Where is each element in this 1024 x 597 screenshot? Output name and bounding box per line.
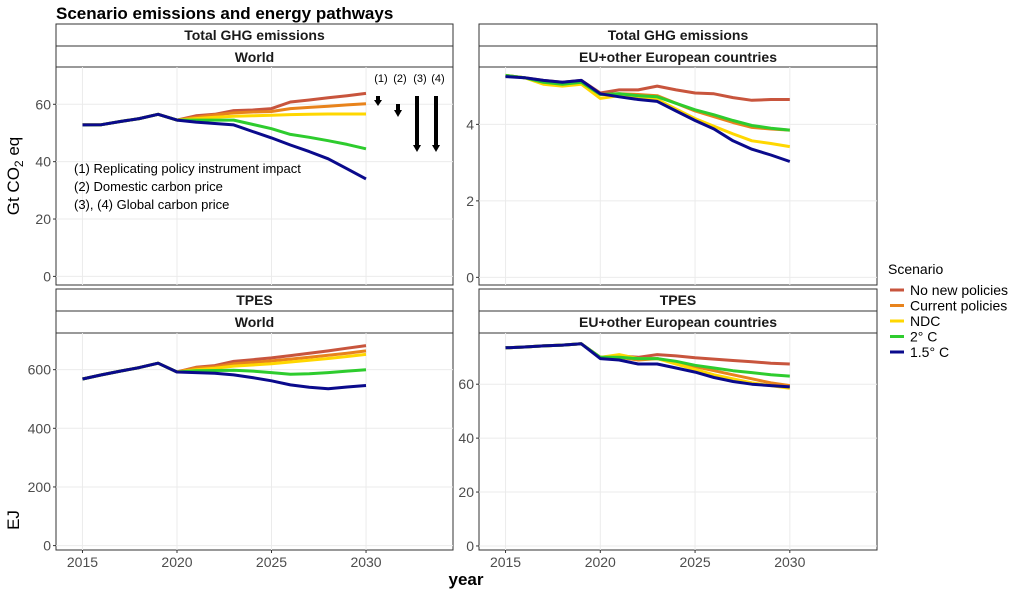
p1-series-1-5-c [82, 112, 367, 181]
x-axis-title: year [449, 570, 484, 589]
p3-ytick-label: 600 [28, 362, 52, 378]
marker-label-4: (4) [431, 73, 444, 85]
arrow-3 [413, 96, 421, 152]
annotation-line-1: (1) Replicating policy instrument impact [74, 161, 301, 176]
p3-series-1-5-c [82, 361, 367, 391]
annotation-line-3: (3), (4) Global carbon price [74, 197, 229, 212]
legend-label-1-5-c: 1.5° C [910, 344, 949, 360]
p2-strip-top-label: Total GHG emissions [608, 27, 749, 43]
arrow-2 [394, 104, 402, 117]
p3-xtick-label: 2030 [350, 554, 381, 570]
p2-panel [478, 66, 878, 286]
p2-ytick-label: 4 [466, 116, 474, 132]
p4-ytick-label: 20 [458, 484, 474, 500]
p2-ytick-label: 0 [466, 269, 474, 285]
marker-label-1: (1) [374, 73, 387, 85]
legend-title: Scenario [888, 261, 943, 277]
p3-ytick-label: 200 [28, 479, 52, 495]
arrow-4 [432, 96, 440, 152]
p1-strip-bottom-label: World [235, 49, 274, 65]
p2-series-ndc [505, 73, 791, 149]
p1-strip-top-label: Total GHG emissions [184, 27, 325, 43]
p1-ytick-label: 0 [43, 268, 51, 284]
p3-ytick-label: 0 [43, 538, 51, 554]
p2-series-1-5-c [505, 75, 791, 163]
legend-label-current-policies: Current policies [910, 298, 1007, 314]
p3-ytick-label: 400 [28, 420, 52, 436]
p2-series-2-c [505, 73, 790, 132]
p3-strip-top-label: TPES [236, 292, 273, 308]
p3-strip-bottom-label: World [235, 314, 274, 330]
marker-label-3: (3) [413, 73, 426, 85]
p4-xtick-label: 2015 [490, 554, 521, 570]
p4-xtick-label: 2025 [679, 554, 710, 570]
p3-xtick-label: 2025 [256, 554, 287, 570]
p4-strip-top-label: TPES [660, 292, 697, 308]
p4-series-1-5-c [505, 342, 790, 389]
legend-label-2-c: 2° C [910, 329, 937, 345]
p4-ytick-label: 60 [458, 376, 474, 392]
p4-strip-bottom-label: EU+other European countries [579, 314, 777, 330]
p4-ytick-label: 40 [458, 430, 474, 446]
p4-xtick-label: 2020 [585, 554, 616, 570]
p2-strip-bottom-label: EU+other European countries [579, 49, 777, 65]
p1-ytick-label: 60 [35, 96, 51, 112]
p3-xtick-label: 2015 [67, 554, 98, 570]
p1-ytick-label: 40 [35, 154, 51, 170]
legend-label-no-new-policies: No new policies [910, 282, 1008, 298]
p1-panel [55, 66, 454, 286]
p3-ylabel: EJ [4, 510, 23, 530]
legend-label-ndc: NDC [910, 313, 940, 329]
p1-ylabel: Gt CO2 eq [4, 137, 26, 216]
p2-ytick-label: 2 [466, 193, 474, 209]
p1-ytick-label: 20 [35, 211, 51, 227]
p4-xtick-label: 2030 [774, 554, 805, 570]
arrow-1 [374, 96, 382, 106]
figure-title: Scenario emissions and energy pathways [56, 4, 393, 23]
marker-label-2: (2) [393, 73, 406, 85]
p3-xtick-label: 2020 [161, 554, 192, 570]
annotation-line-2: (2) Domestic carbon price [74, 179, 223, 194]
p4-ytick-label: 0 [466, 538, 474, 554]
